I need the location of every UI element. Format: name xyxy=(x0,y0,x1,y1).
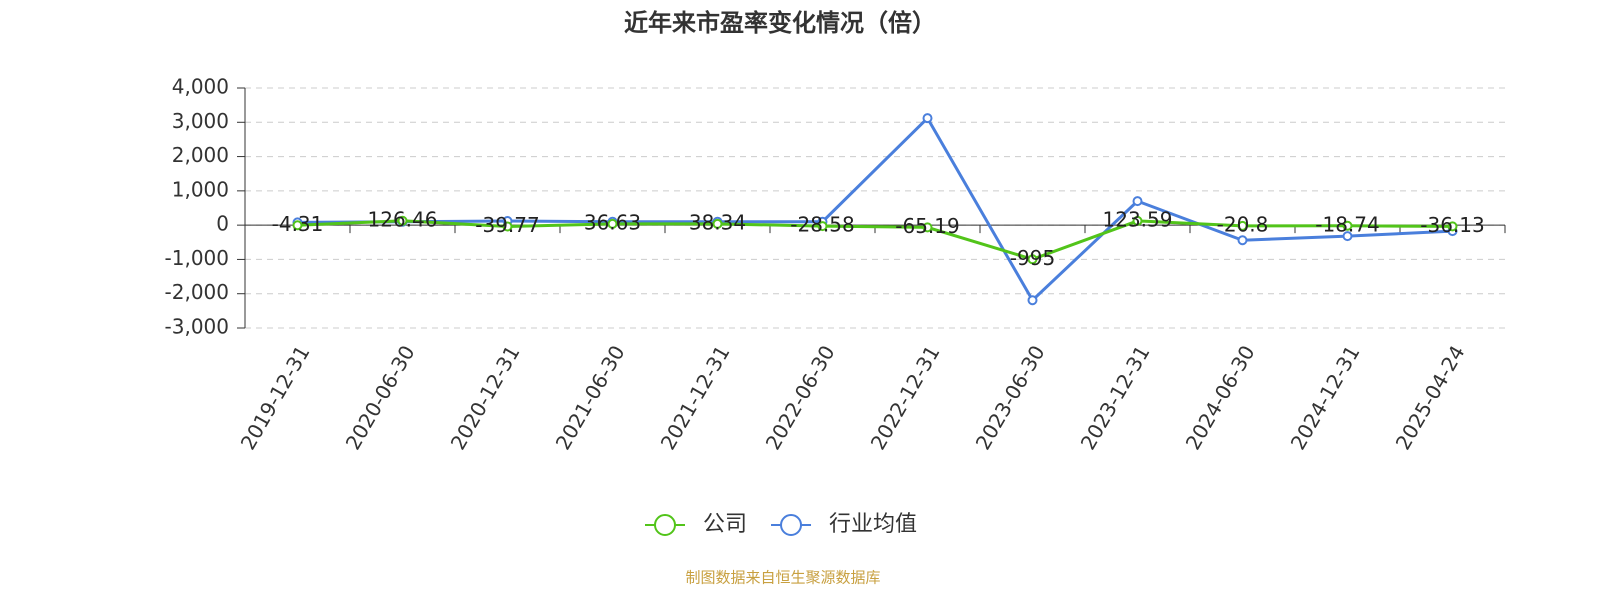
data-label: -18.74 xyxy=(1315,212,1379,236)
legend-item: 公司 xyxy=(645,512,747,537)
data-label: 123.59 xyxy=(1103,207,1173,231)
data-point xyxy=(1342,220,1353,231)
x-tick-label: 2021-12-31 xyxy=(656,341,735,454)
data-point xyxy=(1132,196,1143,207)
data-label: -36.13 xyxy=(1420,213,1484,237)
data-point xyxy=(1342,231,1353,242)
series-line xyxy=(297,115,1453,303)
data-point xyxy=(1132,215,1143,226)
y-tick-label: 0 xyxy=(216,212,229,236)
y-tick-label: -1,000 xyxy=(165,246,229,270)
y-tick-label: -2,000 xyxy=(165,280,229,304)
x-tick-label: 2021-06-30 xyxy=(551,341,630,454)
data-point xyxy=(292,220,303,231)
data-label: -4.31 xyxy=(272,212,324,236)
x-tick-label: 2019-12-31 xyxy=(236,341,315,454)
data-label: 36.63 xyxy=(584,210,641,234)
data-point xyxy=(1237,220,1248,231)
x-tick-label: 2023-12-31 xyxy=(1076,341,1155,454)
data-point xyxy=(712,218,723,229)
x-tick-label: 2023-06-30 xyxy=(971,341,1050,454)
data-point xyxy=(922,113,933,124)
legend-marker xyxy=(654,514,676,536)
data-label: -65.19 xyxy=(895,214,959,238)
x-tick-label: 2022-12-31 xyxy=(866,341,945,454)
data-label: -20.8 xyxy=(1217,212,1269,236)
data-point xyxy=(922,222,933,233)
x-tick-label: 2022-06-30 xyxy=(761,341,840,454)
y-tick-label: 4,000 xyxy=(172,75,229,99)
x-tick-label: 2024-06-30 xyxy=(1181,341,1260,454)
data-label: -995 xyxy=(1010,246,1055,270)
series-line xyxy=(297,219,1453,261)
data-point xyxy=(607,218,618,229)
legend-label: 公司 xyxy=(703,512,747,537)
x-tick-label: 2025-04-24 xyxy=(1391,341,1470,454)
y-tick-label: 3,000 xyxy=(172,109,229,133)
data-label: 38.34 xyxy=(689,210,746,234)
legend-label: 行业均值 xyxy=(829,512,917,537)
y-tick-label: 2,000 xyxy=(172,143,229,167)
y-tick-label: -3,000 xyxy=(165,315,229,339)
y-tick-label: 1,000 xyxy=(172,177,229,201)
data-point xyxy=(1237,235,1248,246)
data-point xyxy=(397,215,408,226)
legend-item: 行业均值 xyxy=(771,512,917,537)
data-point xyxy=(502,221,513,232)
legend-marker xyxy=(780,514,803,536)
x-tick-label: 2024-12-31 xyxy=(1286,341,1365,454)
data-label: -28.58 xyxy=(790,213,854,237)
data-point xyxy=(1027,254,1038,265)
data-point xyxy=(1027,295,1038,306)
source-note: 制图数据来自恒生聚源数据库 xyxy=(685,569,880,587)
data-label: 126.46 xyxy=(368,207,438,231)
data-point xyxy=(817,221,828,232)
x-tick-label: 2020-12-31 xyxy=(446,341,525,454)
x-tick-label: 2020-06-30 xyxy=(341,341,420,454)
data-label: -39.77 xyxy=(475,213,539,237)
chart-title: 近年来市盈率变化情况（倍） xyxy=(624,9,936,37)
data-point xyxy=(1447,221,1458,232)
